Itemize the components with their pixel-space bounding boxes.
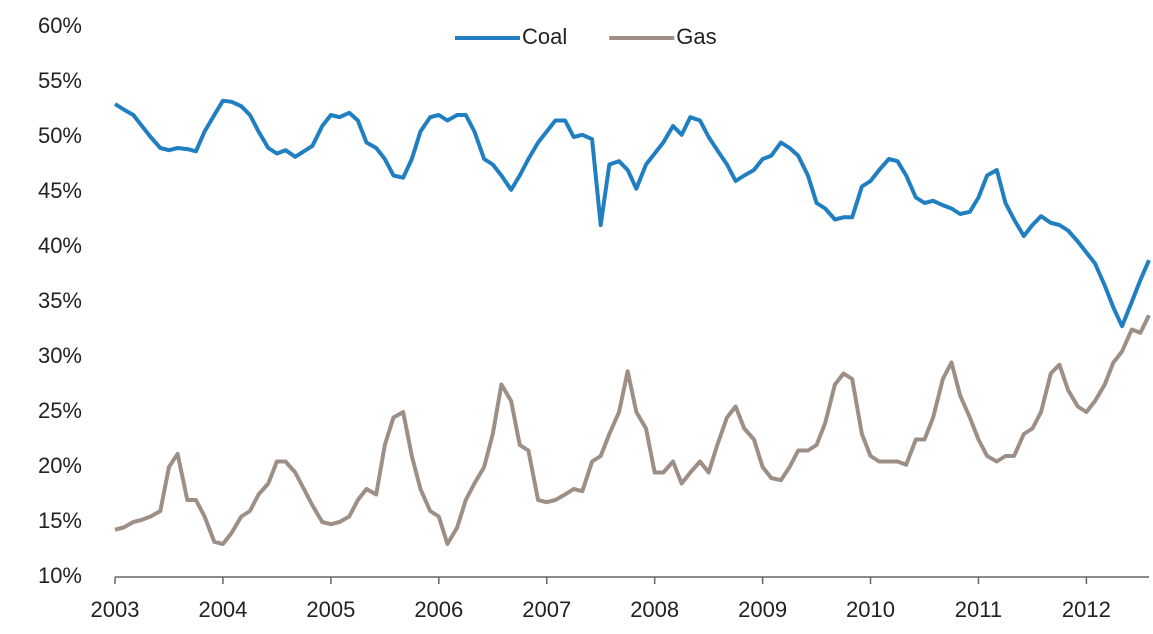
y-tick-label: 10% <box>38 563 82 588</box>
line-gas <box>114 314 1151 546</box>
y-tick-label: 40% <box>38 233 82 258</box>
x-tick-label: 2011 <box>955 597 1002 622</box>
x-tick-label: 2009 <box>738 597 787 622</box>
y-tick-label: 50% <box>38 123 82 148</box>
x-tick-label: 2005 <box>306 597 355 622</box>
x-tick-label: 2003 <box>91 597 140 622</box>
y-tick-label: 15% <box>38 508 82 533</box>
x-tick-label: 2007 <box>522 597 571 622</box>
y-tick-label: 55% <box>38 68 82 93</box>
y-tick-label: 25% <box>38 398 82 423</box>
x-tick-label: 2008 <box>630 597 679 622</box>
x-tick-label: 2004 <box>198 597 247 622</box>
y-tick-label: 35% <box>38 288 82 313</box>
y-tick-label: 30% <box>38 343 82 368</box>
y-tick-label: 60% <box>38 13 82 38</box>
legend-label: Coal <box>522 24 567 49</box>
y-tick-label: 20% <box>38 453 82 478</box>
x-tick-label: 2012 <box>1062 597 1111 622</box>
x-tick-label: 2006 <box>414 597 463 622</box>
y-tick-label: 45% <box>38 178 82 203</box>
x-tick-label: 2010 <box>846 597 895 622</box>
line-coal <box>113 98 1151 329</box>
legend-label: Gas <box>676 24 716 49</box>
